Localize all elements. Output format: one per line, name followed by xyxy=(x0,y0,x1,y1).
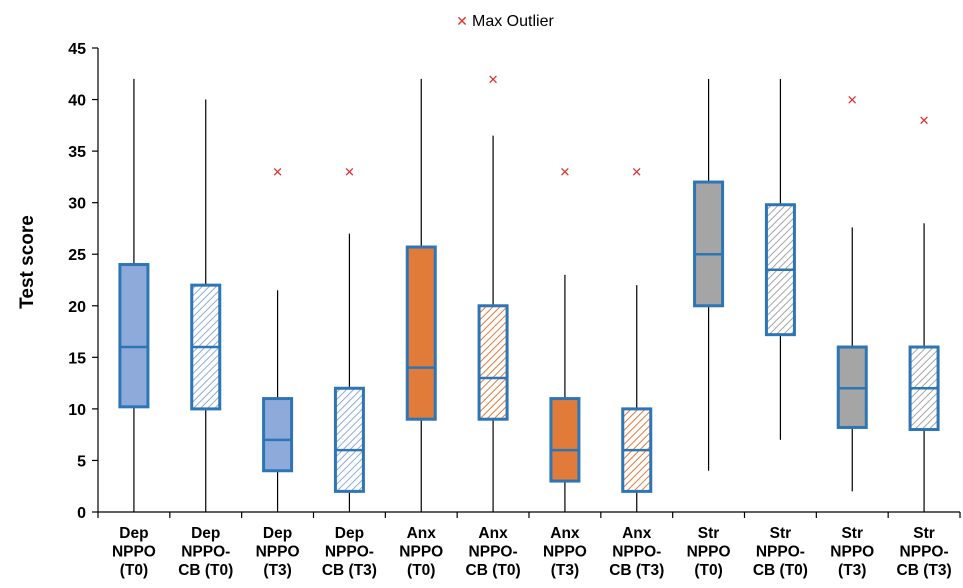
box xyxy=(333,386,365,493)
legend: ✕ Max Outlier xyxy=(456,13,554,30)
plot-area: ✕ ✕ ✕ ✕ ✕ ✕ ✕ xyxy=(118,72,940,512)
x-tick-label: Anx NPPO (T3) xyxy=(543,525,587,579)
x-tick-label: Str NPPO (T0) xyxy=(687,525,731,579)
x-tick-label: Dep NPPO (T0) xyxy=(112,525,156,579)
x-tick-label: Str NPPO-CB (T3) xyxy=(897,525,952,579)
max-outlier-marker: ✕ xyxy=(559,165,570,180)
box-group: ✕ xyxy=(908,113,940,512)
box xyxy=(477,304,509,421)
x-tick-label: Dep NPPO-CB (T3) xyxy=(322,525,377,579)
x-tick-label: Str NPPO-CB (T0) xyxy=(753,525,808,579)
box-group: ✕ xyxy=(621,165,653,512)
y-tick-label: 25 xyxy=(68,247,86,264)
box-group xyxy=(190,99,222,512)
box-group xyxy=(405,78,437,512)
y-axis: 0 5 10 15 20 25 30 35 40 45 xyxy=(68,41,99,522)
x-tick-label: Anx NPPO-CB (T3) xyxy=(609,525,664,579)
y-tick-label: 45 xyxy=(68,41,86,58)
max-outlier-marker: ✕ xyxy=(919,113,930,128)
max-outlier-marker: ✕ xyxy=(344,165,355,180)
y-axis-title: Test score xyxy=(17,215,38,309)
box-group: ✕ xyxy=(333,165,365,512)
x-tick-label: Anx NPPO-CB (T0) xyxy=(466,525,521,579)
box xyxy=(262,397,294,473)
box-group xyxy=(764,78,796,440)
box-group: ✕ xyxy=(836,93,868,492)
box xyxy=(549,397,581,483)
y-tick-label: 40 xyxy=(68,93,86,110)
box-group: ✕ xyxy=(549,165,581,512)
box-group: ✕ xyxy=(262,165,294,512)
x-tick-label: Dep NPPO-CB (T0) xyxy=(178,525,233,579)
box xyxy=(118,263,150,409)
x-tick-label: Anx NPPO (T0) xyxy=(399,525,443,579)
y-tick-label: 35 xyxy=(68,144,86,161)
max-outlier-marker: ✕ xyxy=(488,72,499,87)
y-tick-label: 20 xyxy=(68,299,86,316)
y-tick-label: 15 xyxy=(68,350,86,367)
y-tick-label: 30 xyxy=(68,196,86,213)
max-outlier-marker: ✕ xyxy=(272,165,283,180)
max-outlier-marker: ✕ xyxy=(631,165,642,180)
box xyxy=(693,180,725,308)
box xyxy=(405,245,437,421)
legend-marker-icon: ✕ xyxy=(456,13,468,29)
y-tick-label: 5 xyxy=(77,453,86,470)
legend-label: Max Outlier xyxy=(472,13,554,30)
box-group: ✕ xyxy=(477,72,509,512)
box-group xyxy=(693,78,725,471)
max-outlier-marker: ✕ xyxy=(847,93,858,108)
x-axis: Dep NPPO (T0) Dep NPPO-CB (T0) Dep NPPO (T3) Dep… xyxy=(97,511,961,579)
x-tick-label: Str NPPO (T3) xyxy=(830,525,874,579)
y-tick-label: 10 xyxy=(68,402,86,419)
y-tick-label: 0 xyxy=(77,505,86,522)
x-tick-label: Dep NPPO (T3) xyxy=(256,525,300,579)
box-group xyxy=(118,78,150,512)
